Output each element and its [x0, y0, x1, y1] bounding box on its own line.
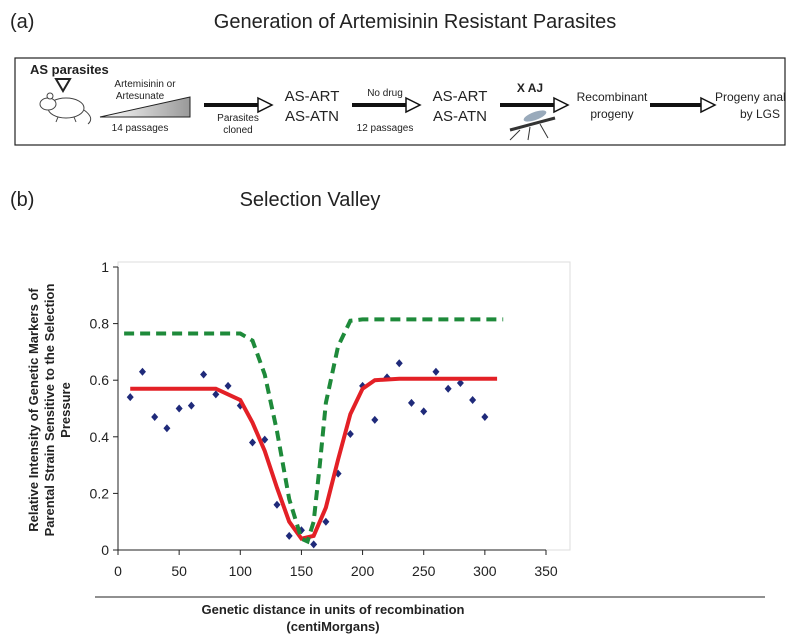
x-tick-label: 300: [473, 563, 497, 579]
arrow: [500, 96, 570, 114]
fit-line: [124, 317, 504, 545]
step-label: cloned: [223, 125, 252, 136]
arrow: [352, 96, 422, 114]
x-tick-label: 50: [171, 563, 187, 579]
y-tick-label: 1: [101, 259, 109, 275]
x-tick-label: 350: [534, 563, 558, 579]
data-point: [395, 359, 403, 368]
clone-label: AS-ATN: [433, 108, 487, 125]
chart-title: Selection Valley: [240, 189, 381, 211]
clone-label: AS-ART: [433, 88, 488, 105]
data-point: [126, 393, 134, 402]
data-point: [322, 517, 330, 526]
data-point: [200, 370, 208, 379]
step-label: Parasites: [217, 113, 259, 124]
recombinant-label: progeny: [590, 107, 633, 121]
y-tick-label: 0: [101, 542, 109, 558]
arrow: [204, 96, 274, 114]
data-point: [456, 379, 464, 388]
y-label-line: Relative Intensity of Genetic Markers of: [26, 288, 41, 532]
data-point: [407, 398, 415, 407]
process-box: [14, 57, 786, 146]
recombinant-label: Recombinant: [577, 90, 648, 104]
data-point: [285, 531, 293, 540]
data-point: [261, 435, 269, 444]
plot-frame: [117, 261, 571, 551]
mouse-icon: [39, 92, 92, 125]
dose-wedge: [99, 96, 191, 118]
data-point: [371, 415, 379, 424]
clone-label: AS-ART: [285, 88, 340, 105]
y-tick-label: 0.8: [90, 316, 110, 332]
x-tick-label: 250: [412, 563, 436, 579]
panel-title: Generation of Artemisinin Resistant Para…: [214, 11, 616, 33]
y-label-line: Pressure: [58, 382, 73, 438]
data-point: [481, 412, 489, 421]
data-point: [310, 540, 318, 549]
y-tick-label: 0.6: [90, 372, 110, 388]
panel-label: (a): [10, 11, 34, 33]
x-label-line: Genetic distance in units of recombinati…: [202, 602, 465, 617]
analysis-label: by LGS: [740, 107, 780, 121]
process: AS parasites Artemisinin or Artesunate 1…: [30, 62, 805, 141]
cross-label: X AJ: [517, 81, 543, 95]
arrow: [650, 96, 717, 114]
data-point: [163, 424, 171, 433]
panel-label: (b): [10, 189, 34, 211]
mosquito-icon: [509, 110, 556, 141]
x-label-line: (centiMorgans): [286, 619, 379, 634]
x-tick-label: 150: [290, 563, 314, 579]
analysis-label: Progeny analysis: [715, 90, 805, 104]
data-point: [138, 367, 146, 376]
data-point: [249, 438, 257, 447]
source-label: AS parasites: [30, 62, 109, 77]
down-arrow: [54, 78, 72, 93]
y-axis-title: Relative Intensity of Genetic Markers of…: [26, 284, 73, 537]
no-drug-label: No drug: [367, 88, 403, 99]
x-tick-label: 100: [229, 563, 253, 579]
data-point: [212, 390, 220, 399]
data-point: [469, 396, 477, 405]
passages-label: 12 passages: [357, 123, 414, 134]
fit-line: [130, 376, 498, 541]
y-tick-label: 0.2: [90, 485, 110, 501]
data-point: [224, 381, 232, 390]
drug-line: Artemisinin or: [114, 79, 176, 90]
clone-label: AS-ATN: [285, 108, 339, 125]
data-point: [444, 384, 452, 393]
y-tick-label: 0.4: [90, 429, 110, 445]
passages-label: 14 passages: [112, 123, 169, 134]
data-point: [432, 367, 440, 376]
drug-line: Artesunate: [116, 91, 165, 102]
data-point: [346, 429, 354, 438]
data-point: [175, 404, 183, 413]
data-point: [187, 401, 195, 410]
y-label-line: Parental Strain Sensitive to the Selecti…: [42, 284, 57, 537]
x-tick-label: 200: [351, 563, 375, 579]
data-point: [420, 407, 428, 416]
x-tick-label: 0: [114, 563, 122, 579]
data-point: [273, 500, 281, 509]
data-point: [151, 412, 159, 421]
